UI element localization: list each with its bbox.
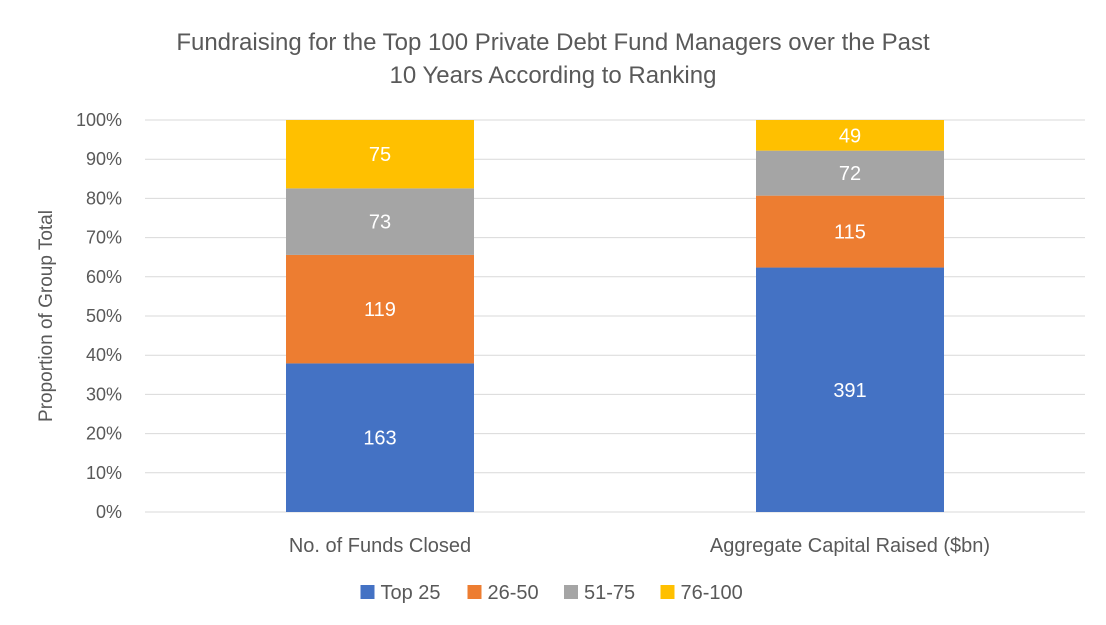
y-tick-label: 90%	[86, 149, 122, 169]
y-tick-label: 0%	[96, 502, 122, 522]
bars	[286, 120, 944, 512]
data-label: 75	[369, 144, 391, 166]
y-axis-label: Proportion of Group Total	[36, 210, 57, 422]
data-label: 119	[364, 299, 396, 321]
y-tick-label: 10%	[86, 463, 122, 483]
data-label: 49	[839, 125, 861, 147]
legend-swatch	[467, 585, 482, 599]
y-tick-label: 40%	[86, 345, 122, 365]
chart-title-line-1: Fundraising for the Top 100 Private Debt…	[176, 29, 930, 56]
legend-label: 76-100	[681, 582, 743, 604]
legend-label: Top 25	[381, 582, 441, 604]
y-tick-label: 50%	[86, 306, 122, 326]
bar-segment	[286, 120, 474, 189]
legend-swatch	[360, 585, 375, 599]
x-category-label: Aggregate Capital Raised ($bn)	[710, 535, 990, 557]
data-label: 391	[833, 380, 866, 402]
y-tick-label: 60%	[86, 267, 122, 287]
chart-title-line-2: 10 Years According to Ranking	[390, 62, 717, 89]
data-label: 163	[363, 428, 396, 450]
bar-segment	[756, 267, 944, 512]
data-label: 72	[839, 163, 861, 185]
y-tick-label: 100%	[76, 110, 122, 130]
x-category-label: No. of Funds Closed	[289, 535, 471, 557]
data-label: 115	[834, 222, 866, 244]
y-tick-label: 70%	[86, 228, 122, 248]
bar-segment	[756, 150, 944, 196]
legend-label: 51-75	[584, 582, 635, 604]
legend: Top 25 26-50 51-75 76-100	[360, 582, 743, 604]
data-labels: 163 119 73 75 391 115 72 49	[363, 125, 866, 449]
data-label: 73	[369, 212, 391, 234]
bar-segment	[286, 363, 474, 512]
bar-segment	[286, 188, 474, 255]
y-tick-label: 20%	[86, 424, 122, 444]
legend-label: 26-50	[488, 582, 539, 604]
bar-segment	[286, 254, 474, 364]
bar-segment	[756, 120, 944, 151]
bar-segment	[756, 195, 944, 268]
y-tick-label: 30%	[86, 384, 122, 404]
legend-swatch	[564, 585, 578, 599]
y-tick-label: 80%	[86, 188, 122, 208]
x-axis-categories: No. of Funds Closed Aggregate Capital Rai…	[289, 535, 990, 557]
y-axis-ticks: 0% 10% 20% 30% 40% 50% 60% 70% 80% 90% 100%	[76, 110, 122, 522]
legend-swatch	[660, 585, 675, 599]
